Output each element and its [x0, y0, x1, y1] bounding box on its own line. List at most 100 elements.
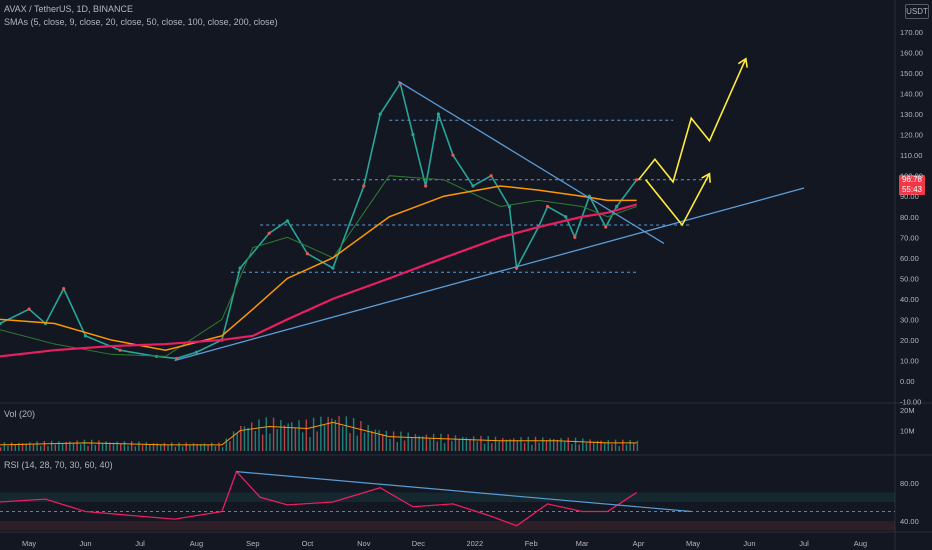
sma-layer — [0, 175, 637, 358]
volume-bar — [462, 436, 464, 451]
volume-bar — [589, 439, 591, 451]
volume-bar — [192, 443, 195, 451]
volume-bar — [582, 438, 584, 451]
volume-legend[interactable]: Vol (20) — [4, 409, 36, 419]
volume-bar — [283, 425, 286, 451]
sma-line — [0, 185, 637, 351]
trendline — [398, 80, 665, 245]
rsi-axis-tick: 40.00 — [900, 517, 919, 526]
volume-bar — [542, 437, 544, 451]
price-axis-tick: 100.00 — [900, 172, 923, 181]
time-axis-tick: Jul — [799, 539, 809, 548]
price-point — [362, 184, 366, 188]
volume-bar — [476, 441, 479, 451]
indicator-legend[interactable]: SMAs (5, close, 9, close, 20, close, 50,… — [4, 17, 278, 27]
volume-bar — [265, 417, 267, 451]
volume-bar — [269, 433, 271, 451]
volume-bar — [58, 441, 60, 451]
price-axis-tick: 60.00 — [900, 254, 919, 263]
volume-bar — [469, 438, 471, 451]
volume-bar — [600, 440, 602, 451]
volume-bar — [112, 442, 115, 451]
volume-bar — [345, 416, 348, 451]
volume-bar — [280, 420, 282, 451]
volume-bar — [200, 443, 202, 451]
volume-bar — [593, 441, 595, 451]
volume-bar — [447, 434, 449, 451]
time-axis-tick: Sep — [246, 539, 259, 548]
trendline-layer — [174, 80, 805, 362]
volume-bar — [47, 446, 49, 451]
volume-bar — [90, 439, 93, 451]
volume-bar — [571, 444, 573, 451]
price-point — [83, 334, 88, 338]
volume-bar — [614, 439, 617, 451]
volume-bar — [14, 444, 16, 451]
volume-bar — [465, 437, 468, 451]
price-point — [285, 219, 290, 223]
volume-bar — [40, 445, 42, 451]
volume-bar — [531, 444, 533, 451]
volume-bar — [54, 444, 56, 451]
volume-bar — [105, 441, 107, 451]
rsi-legend[interactable]: RSI (14, 28, 70, 30, 60, 40) — [4, 460, 113, 470]
volume-bar — [181, 446, 184, 451]
time-axis-tick: May — [686, 539, 700, 548]
price-point — [238, 266, 242, 270]
volume-bar — [134, 446, 137, 451]
volume-bar — [203, 443, 206, 451]
time-axis-tick: Jun — [743, 539, 755, 548]
volume-bar — [556, 439, 559, 451]
price-point — [545, 204, 550, 209]
price-line — [0, 81, 638, 360]
rsi-layer — [0, 470, 895, 531]
volume-bar — [174, 446, 177, 451]
sma-line — [0, 175, 637, 357]
volume-bar — [560, 437, 562, 451]
rsi-lower-band — [0, 521, 895, 531]
volume-bar — [291, 422, 293, 451]
volume-bar — [549, 438, 551, 451]
volume-bar — [94, 444, 96, 451]
volume-bar — [633, 443, 635, 451]
volume-bar — [32, 444, 35, 451]
price-axis-tick: 30.00 — [900, 315, 919, 324]
volume-bar — [3, 442, 6, 451]
volume-bar — [247, 427, 249, 451]
volume-bar — [149, 444, 151, 451]
volume-bar — [389, 438, 391, 451]
volume-bar — [160, 444, 162, 451]
volume-average-line — [0, 421, 637, 446]
volume-bar — [356, 435, 358, 451]
volume-bar — [491, 443, 493, 451]
volume-bar — [360, 421, 362, 451]
projection-path — [637, 58, 747, 184]
volume-axis-tick: 10M — [900, 427, 915, 436]
volume-bar — [316, 431, 318, 451]
price-axis-tick: 110.00 — [900, 151, 922, 160]
price-point — [424, 184, 428, 188]
volume-bar — [436, 441, 438, 451]
price-axis-tick: 80.00 — [900, 213, 919, 222]
volume-bar — [25, 443, 27, 451]
volume-bar — [454, 435, 457, 451]
volume-bar — [382, 434, 384, 451]
price-point — [267, 231, 271, 235]
volume-bar — [301, 432, 304, 451]
price-point — [305, 252, 310, 256]
volume-bar — [418, 436, 420, 451]
time-axis-tick: 2022 — [466, 539, 483, 548]
volume-bar — [574, 437, 577, 451]
rsi-axis-tick: 80.00 — [900, 479, 919, 488]
volume-bar — [178, 442, 180, 451]
volume-bar — [211, 442, 213, 451]
rsi-line — [0, 470, 638, 527]
currency-unit-badge[interactable]: USDT — [905, 4, 929, 19]
volume-bar — [578, 444, 580, 451]
price-axis-tick: 130.00 — [900, 110, 923, 119]
price-point — [573, 235, 577, 239]
price-point — [489, 174, 493, 178]
price-axis-tick: -10.00 — [900, 398, 921, 407]
volume-bar — [312, 417, 315, 451]
